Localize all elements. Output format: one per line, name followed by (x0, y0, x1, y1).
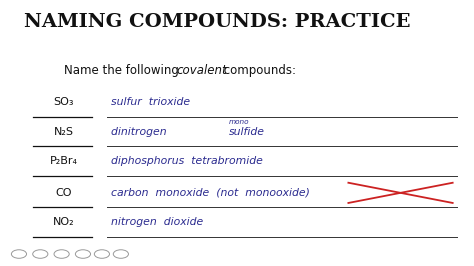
Text: NO₂: NO₂ (53, 217, 75, 227)
Text: Name the following: Name the following (64, 64, 182, 77)
Text: sulfur  trioxide: sulfur trioxide (111, 97, 191, 107)
Text: P₂Br₄: P₂Br₄ (50, 156, 78, 166)
Text: covalent: covalent (176, 64, 227, 77)
Text: dinitrogen: dinitrogen (111, 127, 174, 137)
Text: nitrogen  dioxide: nitrogen dioxide (111, 217, 204, 227)
Text: compounds:: compounds: (220, 64, 296, 77)
Text: NAMING COMPOUNDS: PRACTICE: NAMING COMPOUNDS: PRACTICE (24, 13, 410, 31)
Text: diphosphorus  tetrabromide: diphosphorus tetrabromide (111, 156, 263, 166)
Text: N₂S: N₂S (54, 127, 74, 137)
Text: mono: mono (228, 119, 249, 124)
Text: CO: CO (56, 188, 72, 198)
Text: SO₃: SO₃ (54, 97, 74, 107)
Text: carbon  monoxide  (not  monooxide): carbon monoxide (not monooxide) (111, 188, 310, 198)
Text: sulfide: sulfide (228, 127, 264, 137)
